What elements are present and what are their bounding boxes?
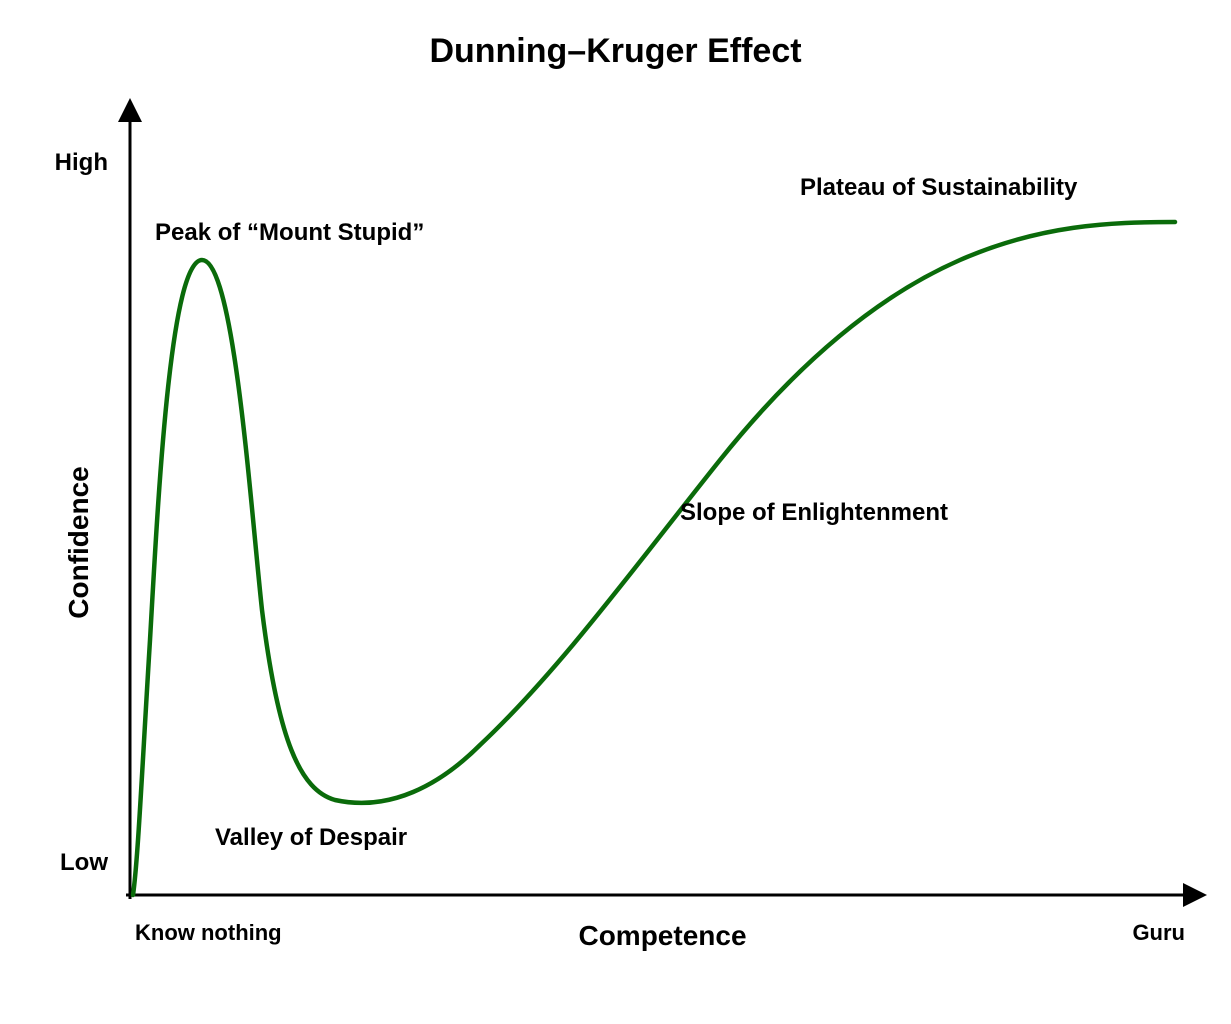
y-tick-low: Low	[60, 849, 108, 876]
x-tick-high: Guru	[1132, 920, 1185, 945]
annotation-slope: Slope of Enlightenment	[680, 499, 948, 526]
x-axis-label: Competence	[578, 920, 746, 951]
y-axis-label: Confidence	[63, 466, 94, 618]
annotation-peak: Peak of “Mount Stupid”	[155, 219, 424, 246]
dk-curve	[133, 222, 1175, 895]
x-tick-low: Know nothing	[135, 920, 282, 945]
y-tick-high: High	[55, 149, 108, 176]
chart-title: Dunning–Kruger Effect	[429, 32, 801, 70]
chart-canvas: Dunning–Kruger Effect Confidence Compete…	[0, 0, 1231, 1024]
annotation-plateau: Plateau of Sustainability	[800, 174, 1078, 201]
chart-svg: Dunning–Kruger Effect Confidence Compete…	[0, 0, 1231, 1024]
annotation-valley: Valley of Despair	[215, 824, 407, 851]
